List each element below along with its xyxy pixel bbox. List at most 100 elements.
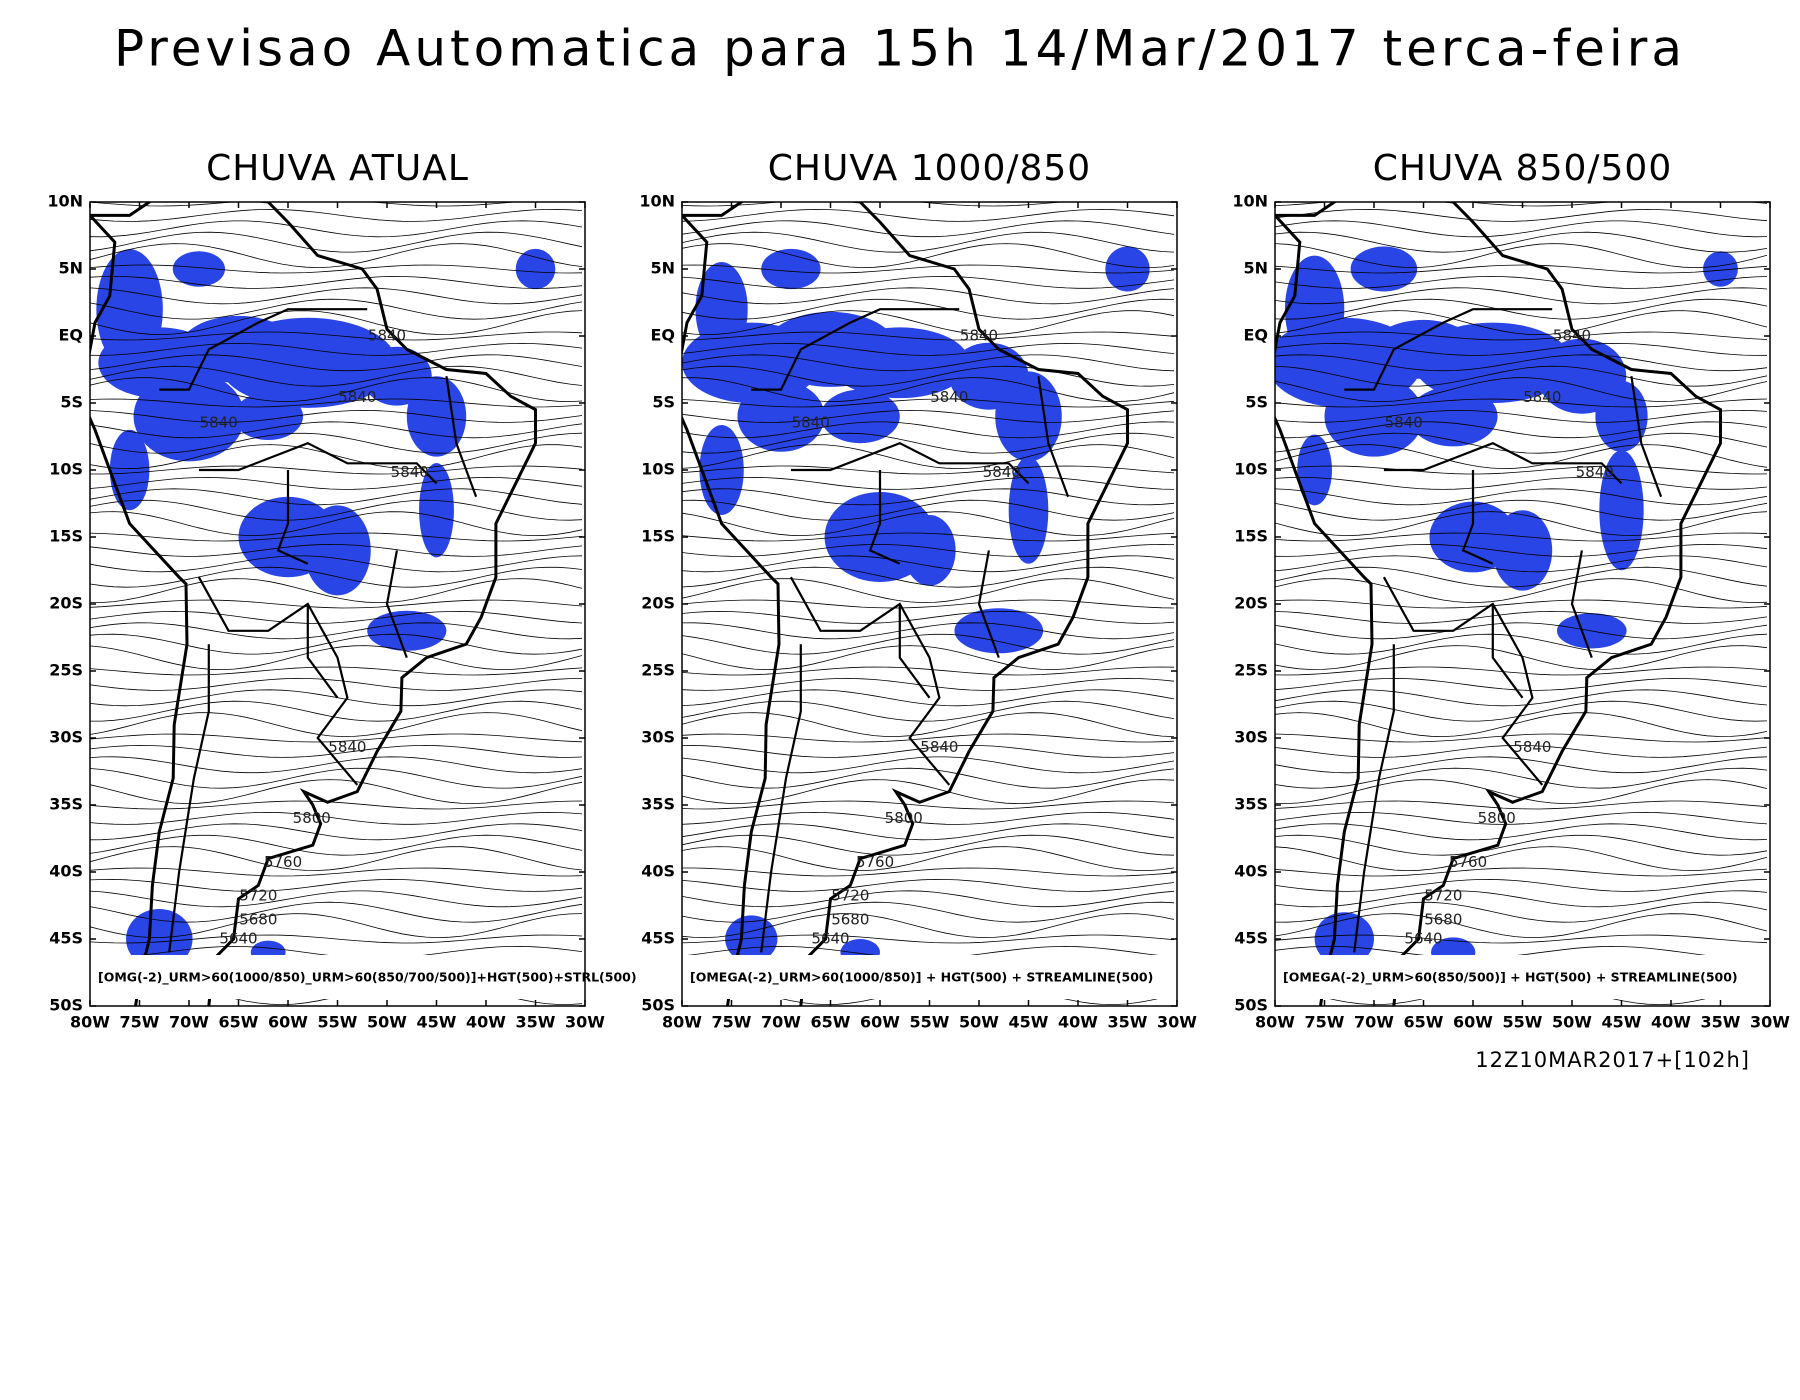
x-tick-label: 45W [1602,1013,1642,1032]
streamline [90,633,583,655]
y-tick-label: 5S [60,393,83,412]
y-tick-label: 40S [49,862,83,881]
map-panel: 5840 5840 5840 5840 5840 5800 5760 5720 56805640… [639,148,1197,1032]
streamline [682,800,1175,810]
streamline [682,700,1175,722]
y-tick-label: 50S [1234,996,1268,1015]
streamline [682,499,1175,521]
streamline [90,342,583,356]
streamline [1275,689,1768,707]
y-tick-label: 50S [49,996,83,1015]
rain-area [830,327,970,399]
map-caption: [OMEGA(-2)_URM>60(850/500)] + HGT(500) +… [1283,970,1738,986]
border [1461,470,1494,565]
streamline [1275,476,1768,490]
x-tick-label: 60W [860,1013,900,1032]
streamline [1275,811,1768,825]
streamline [90,712,583,738]
streamline [682,342,1175,356]
y-tick-label: 5N [58,259,83,278]
streamline [1275,800,1768,810]
streamline [682,243,1175,269]
rain-area [699,424,744,516]
caption-band [682,955,1177,999]
coastline [90,202,537,1006]
border [1037,376,1070,498]
streamline [1275,398,1768,408]
contour-label: 5840 [792,414,830,432]
rain-area [1324,376,1424,457]
border [977,550,1000,658]
streamline [90,543,583,557]
x-tick-label: 30W [565,1013,605,1032]
streamline [1275,511,1768,537]
streamline [682,867,1175,877]
streamline [90,365,583,387]
streamline [90,208,583,222]
border [898,604,931,699]
contour-label: 5680 [1424,911,1462,929]
x-tick-label: 55W [910,1013,950,1032]
streamline [1275,599,1768,609]
y-tick-label: EQ [650,326,675,345]
streamline [1275,275,1768,289]
x-tick-label: 70W [761,1013,801,1032]
x-tick-label: 35W [516,1013,556,1032]
rain-area [1703,251,1738,287]
streamline [90,275,583,289]
streamline [682,555,1175,573]
streamline [682,645,1175,671]
x-tick-label: 70W [1354,1013,1394,1032]
contour-label: 5760 [1449,853,1487,871]
contour-label: 5640 [811,930,849,948]
rain-area [1492,510,1553,591]
streamline [1275,733,1768,743]
y-tick-label: 25S [1234,661,1268,680]
streamline [682,465,1175,475]
rain-area [1105,246,1150,292]
x-tick-label: 60W [1453,1013,1493,1032]
streamline [1275,331,1768,341]
border [1382,576,1544,786]
contour-label: 5840 [983,463,1021,481]
rain-area [1314,912,1375,966]
streamline [90,488,583,506]
streamline [1275,310,1768,336]
y-tick-label: 15S [641,527,675,546]
streamline [1275,744,1768,758]
panel-title: CHUVA ATUAL [206,148,469,189]
y-tick-label: 5N [1243,259,1268,278]
contour-label: 5760 [264,853,302,871]
contour-label: 5800 [293,809,331,827]
y-tick-label: 20S [641,594,675,613]
streamline [1275,488,1768,506]
border [751,308,960,391]
streamline [1275,823,1768,841]
streamline [1275,409,1768,423]
streamline [682,488,1175,506]
panel-title: CHUVA 850/500 [1373,148,1673,189]
rain-area [995,371,1062,462]
contour-label: 5840 [930,388,968,406]
streamline [682,365,1175,387]
contour-label: 5840 [1553,327,1591,345]
streamline [682,779,1175,805]
rain-area [820,389,900,444]
rain-area [1350,246,1418,292]
streamline [90,566,583,588]
streamline [90,499,583,521]
y-tick-label: EQ [1243,326,1268,345]
streamline [682,666,1175,676]
border [789,576,951,786]
y-tick-label: 35S [1234,795,1268,814]
x-tick-label: 40W [1058,1013,1098,1032]
main-title: Previsao Automatica para 15h 14/Mar/2017… [114,20,1686,78]
y-tick-label: 5N [650,259,675,278]
border [790,441,1030,485]
y-tick-label: 40S [641,862,675,881]
streamline [1275,633,1768,655]
rain-area [172,251,226,287]
y-tick-label: EQ [58,326,83,345]
streamline [682,599,1175,609]
y-tick-label: 10S [641,460,675,479]
